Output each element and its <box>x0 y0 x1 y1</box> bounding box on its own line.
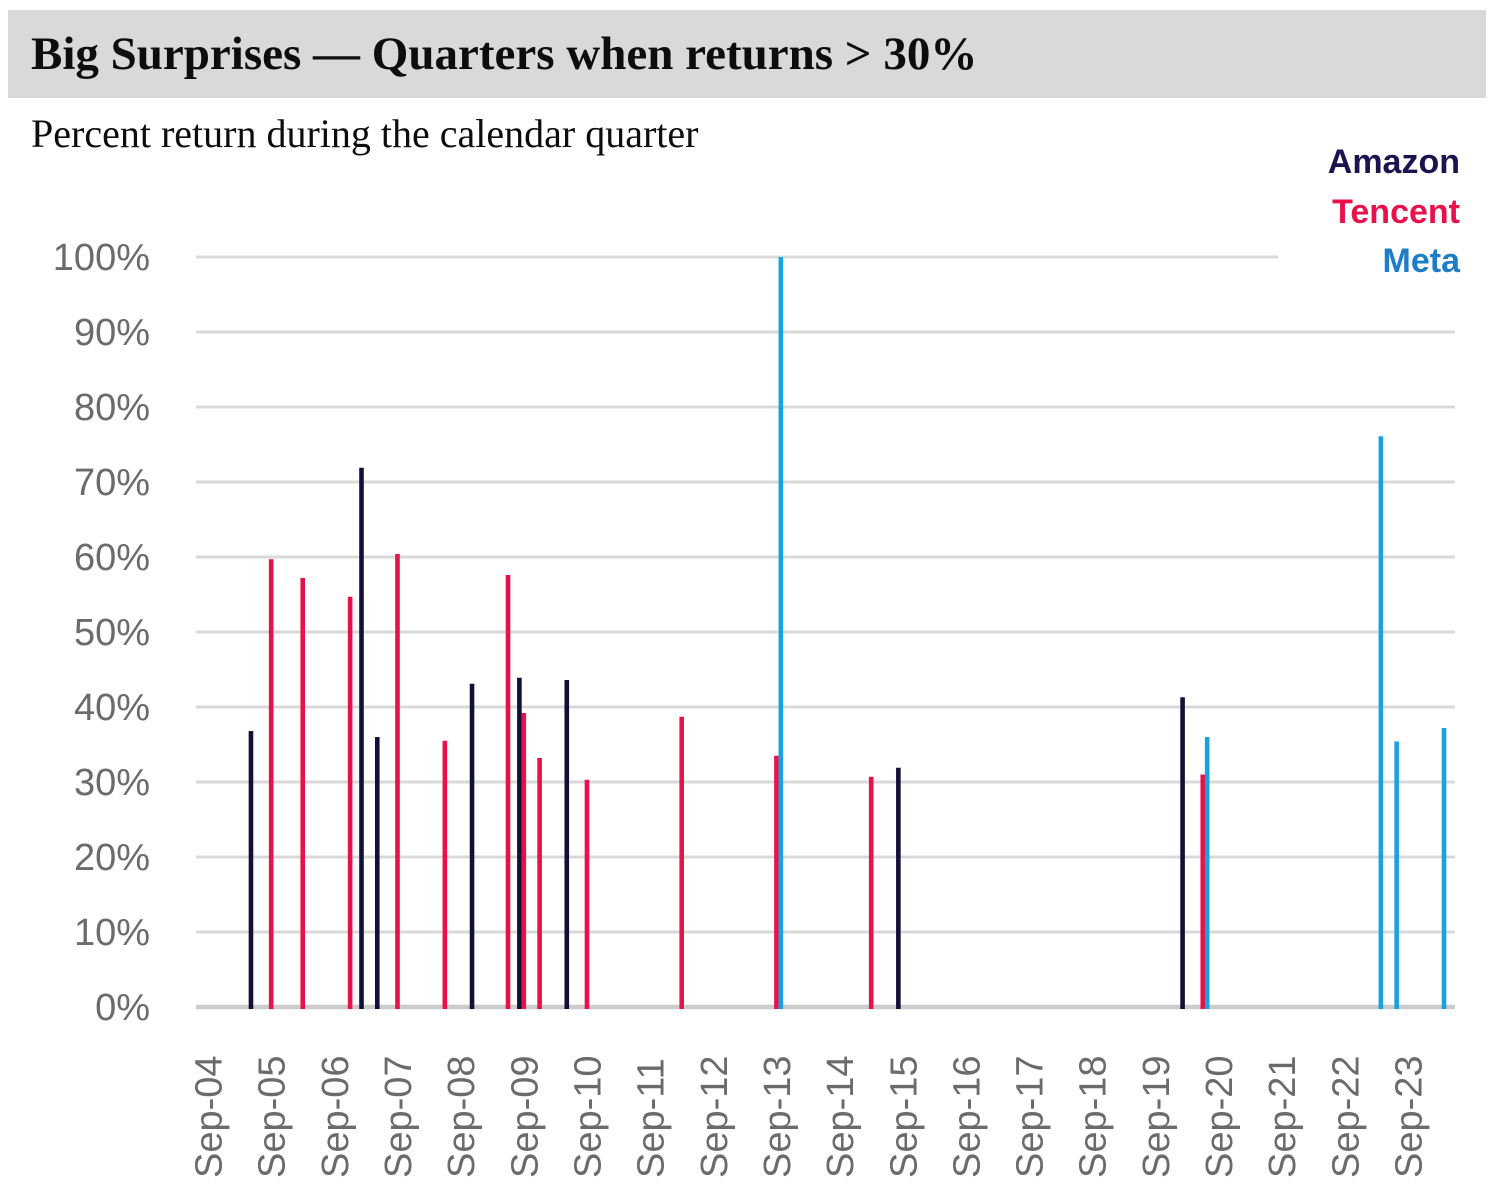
x-tick-label: Sep-06 <box>315 1055 357 1178</box>
x-tick-label: Sep-10 <box>567 1055 609 1178</box>
chart-subtitle: Percent return during the calendar quart… <box>31 111 699 156</box>
x-tick-label: Sep-18 <box>1073 1055 1115 1178</box>
bar-amazon-dec-08 <box>469 683 475 1009</box>
bar-tencent-dec-09 <box>537 758 542 1009</box>
y-tick-label: 80% <box>74 387 150 429</box>
y-tick-label: 40% <box>74 687 150 729</box>
bar-amazon-jun-10 <box>564 680 570 1009</box>
legend: Amazon Tencent Meta <box>1278 138 1470 288</box>
x-tick-label: Sep-05 <box>252 1055 294 1178</box>
x-tick-label: Sep-11 <box>631 1058 673 1178</box>
bar-tencent-dec-06 <box>347 596 353 1009</box>
bar-meta-jun-20 <box>1204 737 1210 1009</box>
x-tick-label: Sep-15 <box>883 1055 925 1178</box>
bar-tencent-jun-20 <box>1200 774 1206 1009</box>
x-tick-label: Sep-09 <box>504 1055 546 1178</box>
x-tick-label: Sep-07 <box>378 1055 420 1178</box>
bar-meta-mar-23 <box>1378 436 1384 1009</box>
y-tick-label: 0% <box>95 987 150 1029</box>
x-tick-label: Sep-22 <box>1325 1055 1367 1178</box>
x-tick-label: Sep-14 <box>820 1055 862 1178</box>
x-tick-label: Sep-23 <box>1389 1055 1431 1178</box>
x-tick-label: Sep-20 <box>1199 1055 1241 1178</box>
x-tick-label: Sep-13 <box>757 1055 799 1178</box>
bar-tencent-mar-15 <box>868 776 874 1009</box>
x-tick-label: Sep-17 <box>1010 1055 1052 1178</box>
title-band: Big Surprises — Quarters when returns > … <box>8 10 1486 98</box>
bar-amazon-sep-09 <box>517 677 522 1009</box>
bar-tencent-mar-06 <box>300 578 306 1009</box>
chart-title: Big Surprises — Quarters when returns > … <box>31 28 978 80</box>
y-tick-label: 90% <box>74 312 150 354</box>
bar-tencent-sep-09 <box>521 713 527 1009</box>
bar-meta-jun-23 <box>1394 741 1399 1009</box>
x-tick-label: Sep-19 <box>1136 1055 1178 1178</box>
legend-item-meta: Meta <box>1382 242 1460 280</box>
x-tick-label: Sep-16 <box>946 1055 988 1178</box>
bar-amazon-jun-05 <box>248 731 254 1009</box>
x-tick-label: Sep-21 <box>1262 1055 1304 1178</box>
legend-item-tencent: Tencent <box>1332 192 1460 231</box>
bar-tencent-sep-07 <box>395 554 400 1009</box>
x-tick-label: Sep-08 <box>441 1055 483 1178</box>
bar-amazon-sep-15 <box>896 767 901 1009</box>
y-tick-label: 60% <box>74 537 150 579</box>
bar-amazon-jun-07 <box>374 737 380 1009</box>
x-tick-label: Sep-04 <box>189 1055 231 1178</box>
bar-amazon-mar-07 <box>359 467 364 1009</box>
y-tick-label: 20% <box>74 837 150 879</box>
y-tick-label: 70% <box>74 462 150 504</box>
bar-meta-mar-24 <box>1441 728 1447 1009</box>
bar-meta-sep-13 <box>778 257 784 1009</box>
y-tick-label: 100% <box>53 237 150 279</box>
bar-tencent-jun-08 <box>442 740 448 1009</box>
bar-tencent-sep-10 <box>584 779 590 1009</box>
y-tick-label: 30% <box>74 762 150 804</box>
y-tick-label: 10% <box>74 912 150 954</box>
bar-tencent-sep-05 <box>268 559 274 1009</box>
y-tick-label: 50% <box>74 612 150 654</box>
x-tick-label: Sep-12 <box>694 1055 736 1178</box>
bar-tencent-sep-13 <box>774 755 779 1009</box>
bar-tencent-mar-12 <box>679 716 684 1009</box>
bar-amazon-mar-20 <box>1180 697 1185 1009</box>
legend-item-amazon: Amazon <box>1327 143 1460 181</box>
bar-tencent-jun-09 <box>505 575 511 1009</box>
